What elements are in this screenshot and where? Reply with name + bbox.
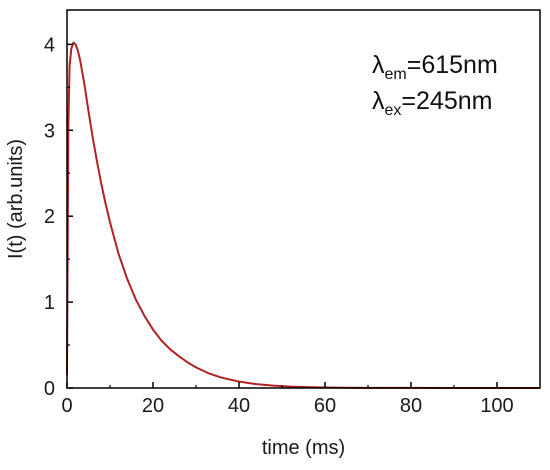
x-axis-label: time (ms) [262,437,345,459]
annotation-em: λem=615nm [372,51,498,83]
axes: 0 20 40 60 80 100 0 1 2 3 4 [44,9,541,417]
x-tick-label: 80 [400,395,422,417]
x-tick-label: 100 [480,395,513,417]
x-tick-label: 0 [61,395,72,417]
y-tick-label: 2 [44,206,55,228]
y-tick-label: 4 [44,34,55,56]
annotations: λem=615nm λex=245nm [372,51,498,119]
x-tick-label: 60 [314,395,336,417]
y-tick-label: 3 [44,120,55,142]
annotation-ex: λex=245nm [372,87,492,119]
y-tick-label: 1 [44,292,55,314]
plot-frame [66,9,541,389]
x-tick-label: 40 [228,395,250,417]
x-tick-label: 20 [142,395,164,417]
y-tick-label: 0 [44,378,55,400]
y-axis-label: I(t) (arb.units) [5,139,27,259]
